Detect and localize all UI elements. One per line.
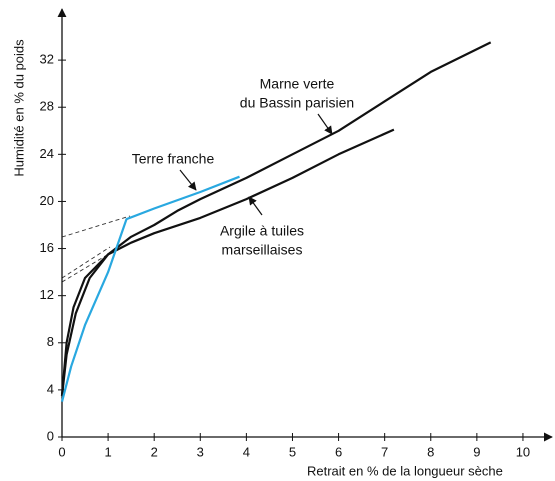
- x-axis-label: Retrait en % de la longueur sèche: [307, 463, 503, 478]
- x-tick-label: 4: [243, 444, 250, 459]
- y-tick-label: 32: [40, 52, 54, 67]
- x-tick-label: 7: [381, 444, 388, 459]
- y-tick-label: 24: [40, 146, 54, 161]
- x-tick-label: 8: [427, 444, 434, 459]
- x-tick-label: 0: [58, 444, 65, 459]
- x-tick-label: 9: [473, 444, 480, 459]
- line: [60, 175, 240, 402]
- arrow: [179, 169, 197, 191]
- x-tick-label: 2: [151, 444, 158, 459]
- y-tick-label: 16: [40, 240, 54, 255]
- series-label: Terre franche: [132, 151, 215, 167]
- x-tick-label: 6: [335, 444, 342, 459]
- y-tick-label: 4: [47, 381, 54, 396]
- dashed-line: [61, 246, 111, 279]
- x-tick-label: 5: [289, 444, 296, 459]
- x-tick-label: 3: [197, 444, 204, 459]
- x-tick-label: 1: [104, 444, 111, 459]
- y-axis-label: Humidité en % du poids: [11, 39, 26, 177]
- series-label: Argile à tuiles: [220, 223, 304, 239]
- y-tick-label: 8: [47, 334, 54, 349]
- extrapolation-lines: [61, 215, 131, 283]
- y-tick-label: 0: [47, 428, 54, 443]
- series-label: du Bassin parisien: [240, 95, 354, 111]
- line: [60, 41, 492, 396]
- y-tick-label: 12: [40, 287, 54, 302]
- series-label: marseillaises: [222, 242, 303, 258]
- dashed-line: [61, 215, 131, 238]
- annotation-arrows: [179, 113, 333, 216]
- x-tick-label: 10: [516, 444, 530, 459]
- dashed-line: [61, 251, 113, 283]
- arrow: [248, 196, 263, 216]
- series-label: Marne verte: [260, 76, 335, 92]
- arrow: [317, 113, 333, 135]
- y-tick-label: 28: [40, 99, 54, 114]
- y-tick-label: 20: [40, 193, 54, 208]
- line: [60, 128, 395, 396]
